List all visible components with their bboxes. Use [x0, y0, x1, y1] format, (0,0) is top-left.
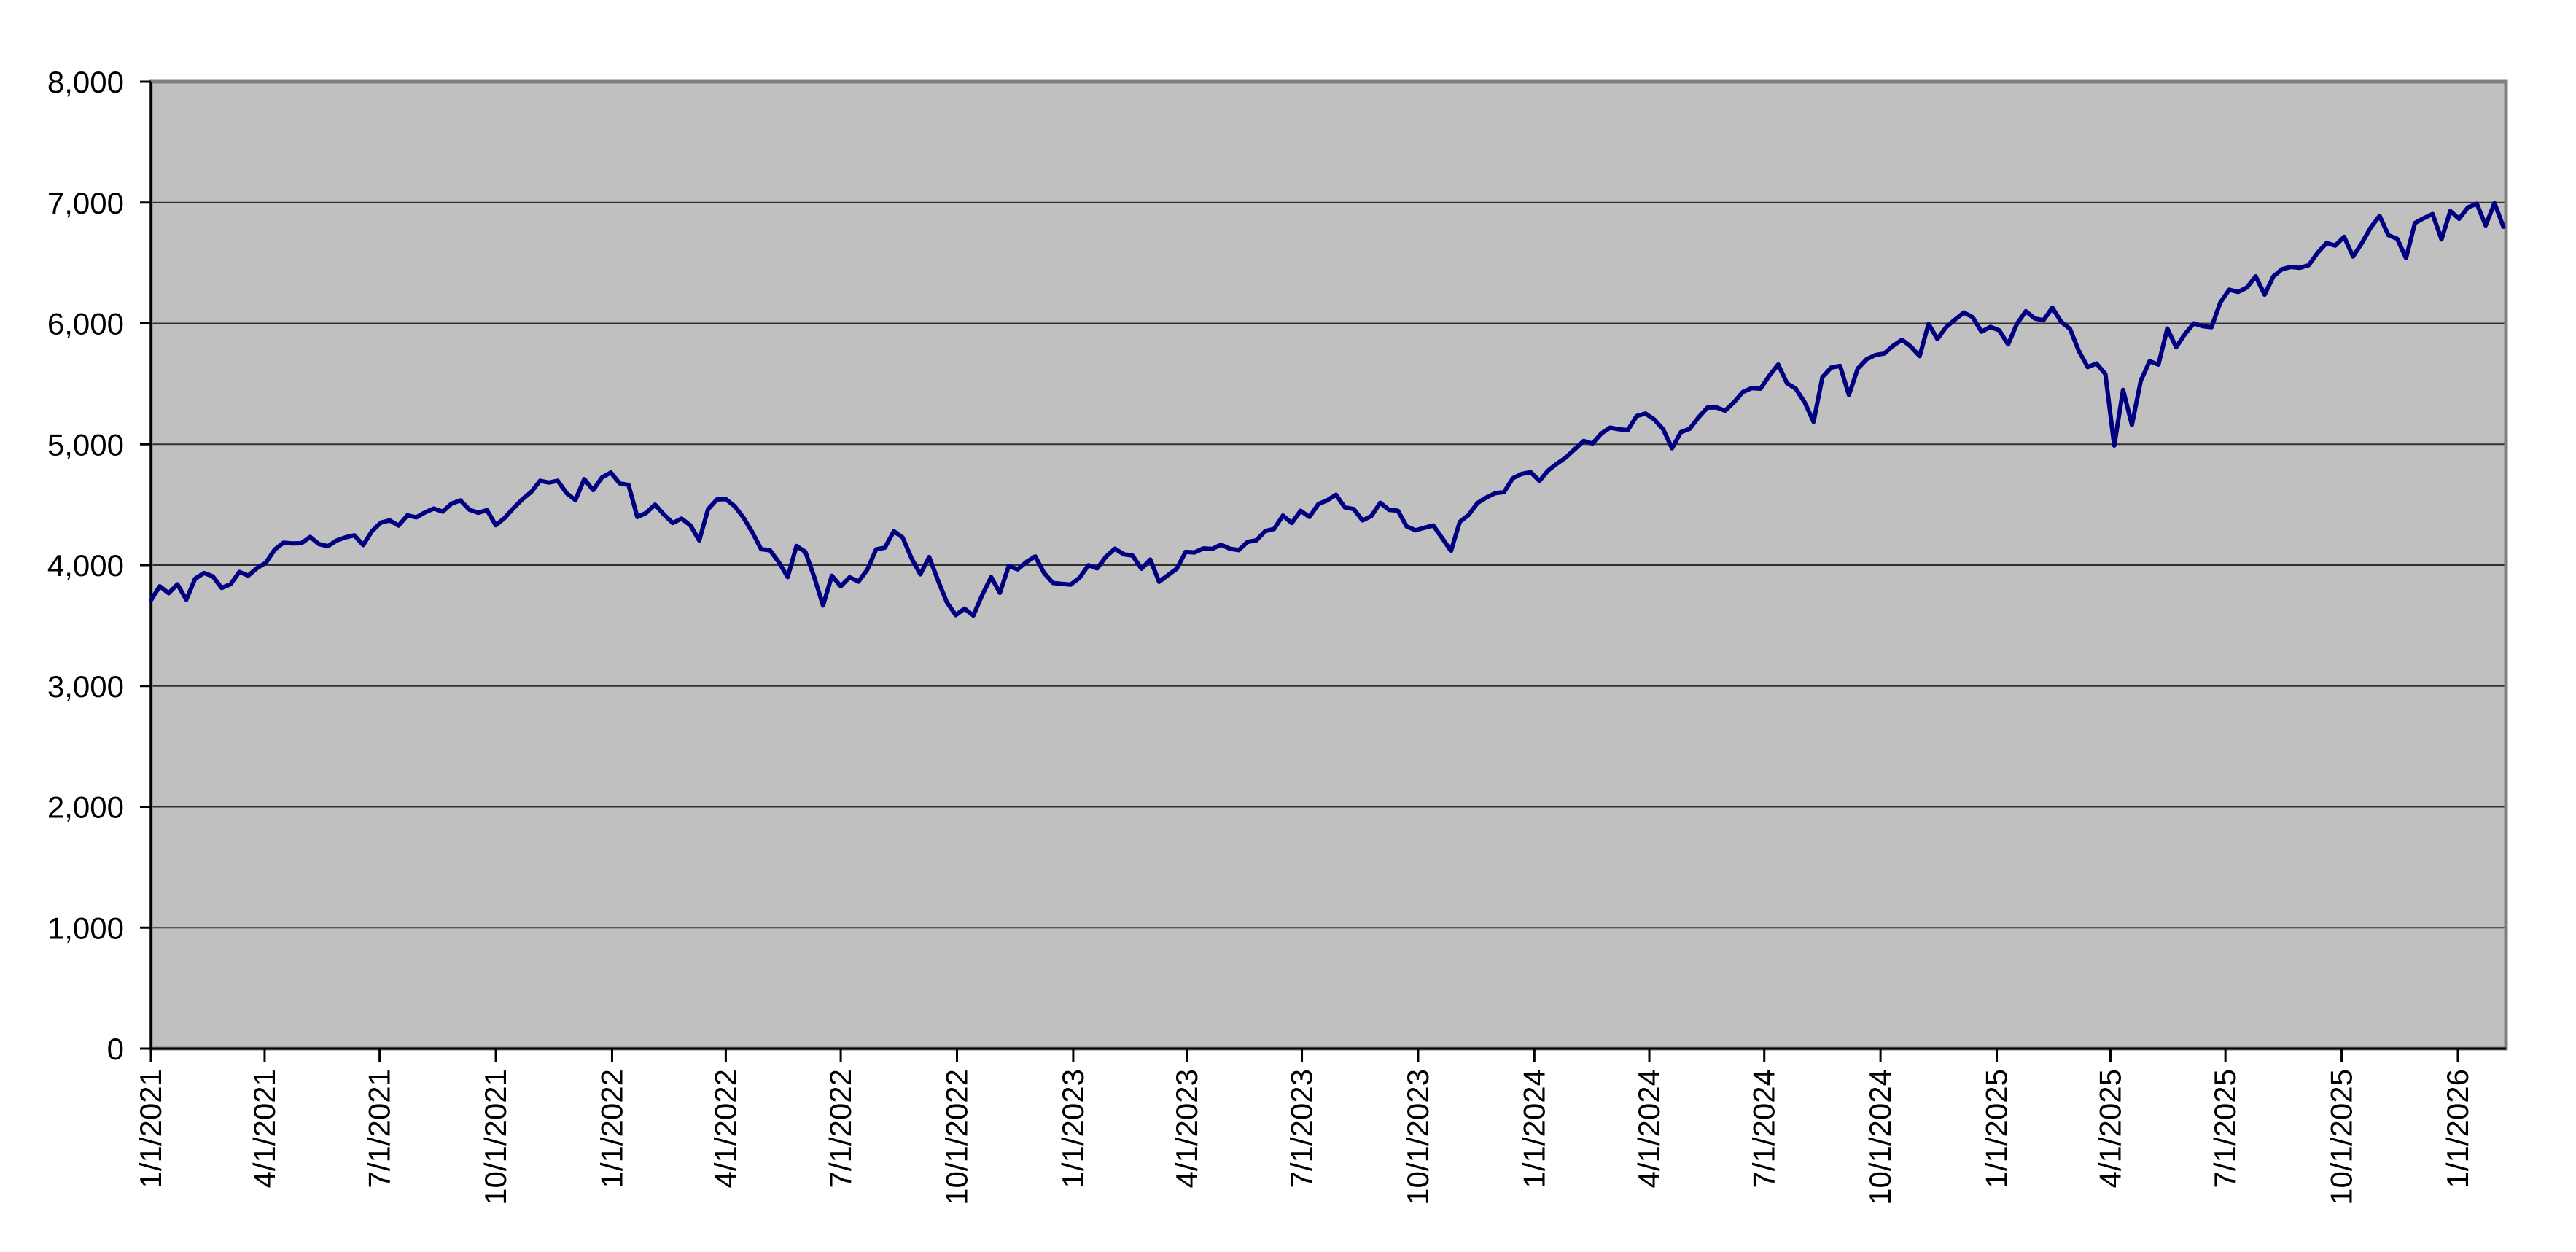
x-axis-tick-label: 7/1/2024 [1747, 1069, 1781, 1189]
x-axis-tick-label: 1/1/2023 [1056, 1069, 1090, 1189]
y-axis-tick-label: 3,000 [47, 669, 124, 704]
x-axis-tick-label: 7/1/2021 [362, 1069, 397, 1189]
y-axis-tick-label: 2,000 [47, 790, 124, 825]
x-axis-tick-label: 1/1/2021 [133, 1069, 168, 1189]
x-axis-tick-label: 4/1/2023 [1170, 1069, 1204, 1189]
price-series-line [149, 201, 2506, 618]
y-axis-tick-label: 1,000 [47, 911, 124, 945]
y-axis-tick-label: 7,000 [47, 186, 124, 220]
y-axis-tick-label: 6,000 [47, 307, 124, 341]
y-axis-tick-label: 0 [107, 1032, 124, 1066]
x-axis-tick-label: 4/1/2025 [2093, 1069, 2127, 1189]
x-axis-tick-label: 4/1/2021 [247, 1069, 281, 1189]
x-axis-tick-label: 10/1/2022 [939, 1069, 973, 1205]
x-axis-tick-label: 10/1/2021 [478, 1069, 513, 1205]
y-axis-tick-label: 4,000 [47, 548, 124, 583]
x-axis-tick-label: 7/1/2025 [2208, 1069, 2242, 1189]
x-axis-tick-label: 7/1/2022 [823, 1069, 857, 1189]
x-axis-tick-label: 1/1/2026 [2440, 1069, 2475, 1189]
x-axis-tick-label: 1/1/2025 [1980, 1069, 2014, 1189]
x-axis-tick-label: 1/1/2024 [1517, 1069, 1551, 1189]
x-axis-tick-label: 4/1/2022 [708, 1069, 742, 1189]
y-axis-tick-label: 5,000 [47, 427, 124, 462]
x-axis-tick-label: 10/1/2024 [1863, 1069, 1897, 1205]
x-axis-tick-label: 10/1/2023 [1401, 1069, 1435, 1205]
x-axis-tick-label: 7/1/2023 [1285, 1069, 1319, 1189]
x-axis-tick-label: 10/1/2025 [2324, 1069, 2359, 1205]
x-axis-tick-label: 4/1/2024 [1632, 1069, 1666, 1189]
y-axis-tick-label: 8,000 [47, 65, 124, 99]
x-axis-tick-label: 1/1/2022 [594, 1069, 629, 1189]
